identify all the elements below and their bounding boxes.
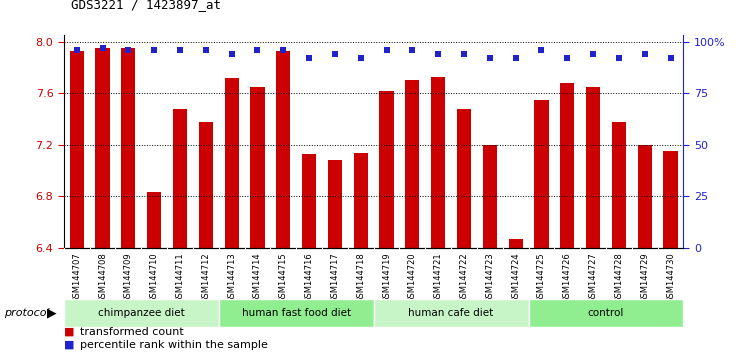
- Text: GSM144708: GSM144708: [98, 252, 107, 303]
- Bar: [302, 154, 316, 248]
- Bar: [379, 91, 394, 248]
- Bar: [457, 109, 471, 248]
- Bar: [219, 299, 373, 327]
- Point: [277, 47, 289, 53]
- Bar: [373, 299, 529, 327]
- Text: GSM144724: GSM144724: [511, 252, 520, 303]
- Bar: [121, 48, 135, 248]
- Text: percentile rank within the sample: percentile rank within the sample: [80, 340, 268, 350]
- Text: GSM144723: GSM144723: [485, 252, 494, 303]
- Point: [432, 51, 444, 57]
- Text: GSM144710: GSM144710: [149, 252, 158, 303]
- Text: chimpanzee diet: chimpanzee diet: [98, 308, 185, 318]
- Text: GSM144725: GSM144725: [537, 252, 546, 303]
- Text: ▶: ▶: [47, 307, 56, 320]
- Text: ■: ■: [64, 327, 78, 337]
- Bar: [406, 80, 420, 248]
- Text: GSM144727: GSM144727: [589, 252, 598, 303]
- Bar: [534, 100, 548, 248]
- Text: GSM144721: GSM144721: [433, 252, 442, 303]
- Point: [484, 56, 496, 61]
- Point: [71, 47, 83, 53]
- Bar: [250, 87, 264, 248]
- Text: ■: ■: [64, 340, 78, 350]
- Text: GSM144714: GSM144714: [253, 252, 262, 303]
- Bar: [663, 151, 677, 248]
- Bar: [508, 239, 523, 248]
- Bar: [638, 145, 652, 248]
- Text: GSM144719: GSM144719: [382, 252, 391, 303]
- Bar: [147, 193, 161, 248]
- Point: [381, 47, 393, 53]
- Point: [665, 56, 677, 61]
- Bar: [586, 87, 600, 248]
- Point: [510, 56, 522, 61]
- Text: GSM144711: GSM144711: [176, 252, 185, 303]
- Point: [97, 45, 109, 51]
- Point: [122, 47, 134, 53]
- Point: [638, 51, 650, 57]
- Text: transformed count: transformed count: [80, 327, 184, 337]
- Point: [174, 47, 186, 53]
- Point: [587, 51, 599, 57]
- Bar: [64, 299, 219, 327]
- Bar: [327, 160, 342, 248]
- Text: GSM144713: GSM144713: [227, 252, 236, 303]
- Bar: [225, 78, 239, 248]
- Bar: [431, 76, 445, 248]
- Point: [148, 47, 160, 53]
- Point: [252, 47, 264, 53]
- Text: GSM144709: GSM144709: [124, 252, 133, 303]
- Text: GSM144716: GSM144716: [305, 252, 314, 303]
- Text: GSM144730: GSM144730: [666, 252, 675, 303]
- Point: [613, 56, 625, 61]
- Bar: [70, 51, 84, 248]
- Bar: [560, 83, 575, 248]
- Bar: [173, 109, 187, 248]
- Text: GSM144728: GSM144728: [614, 252, 623, 303]
- Point: [303, 56, 315, 61]
- Text: human cafe diet: human cafe diet: [409, 308, 493, 318]
- Bar: [529, 299, 683, 327]
- Text: human fast food diet: human fast food diet: [242, 308, 351, 318]
- Bar: [612, 122, 626, 248]
- Text: GSM144707: GSM144707: [72, 252, 81, 303]
- Point: [200, 47, 212, 53]
- Text: control: control: [588, 308, 624, 318]
- Point: [354, 56, 366, 61]
- Text: GSM144718: GSM144718: [356, 252, 365, 303]
- Text: GSM144712: GSM144712: [201, 252, 210, 303]
- Point: [406, 47, 418, 53]
- Bar: [354, 153, 368, 248]
- Bar: [199, 122, 213, 248]
- Point: [535, 47, 547, 53]
- Text: GSM144729: GSM144729: [640, 252, 649, 303]
- Point: [458, 51, 470, 57]
- Text: GSM144720: GSM144720: [408, 252, 417, 303]
- Bar: [276, 51, 291, 248]
- Point: [561, 56, 573, 61]
- Text: protocol: protocol: [4, 308, 50, 318]
- Text: GSM144726: GSM144726: [562, 252, 572, 303]
- Bar: [95, 48, 110, 248]
- Point: [225, 51, 237, 57]
- Text: GSM144717: GSM144717: [330, 252, 339, 303]
- Text: GSM144715: GSM144715: [279, 252, 288, 303]
- Text: GDS3221 / 1423897_at: GDS3221 / 1423897_at: [71, 0, 222, 11]
- Point: [329, 51, 341, 57]
- Text: GSM144722: GSM144722: [460, 252, 469, 303]
- Bar: [483, 145, 497, 248]
